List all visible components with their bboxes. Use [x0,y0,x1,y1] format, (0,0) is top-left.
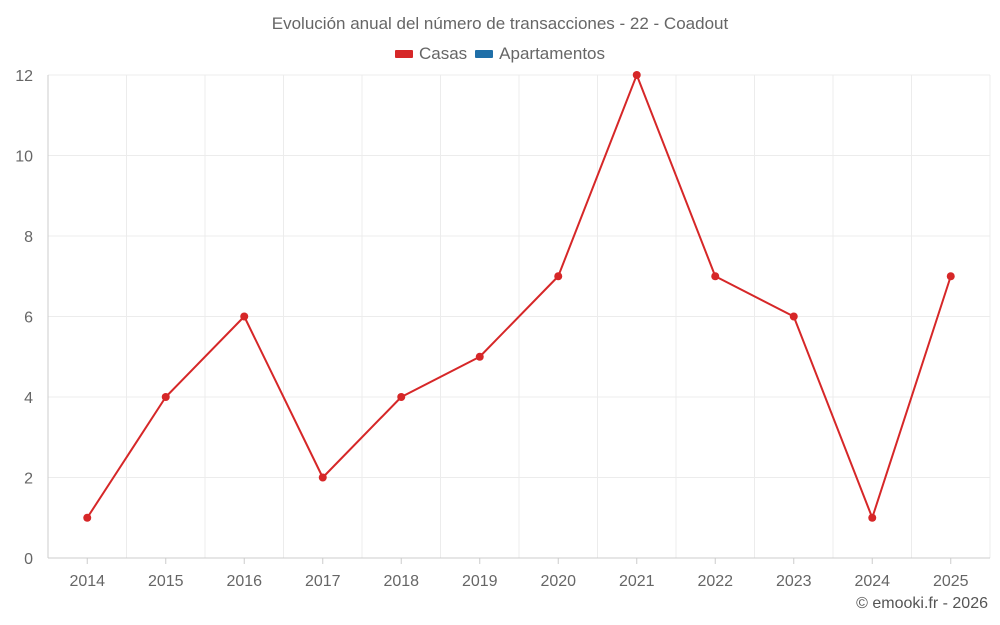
data-point [83,513,92,522]
legend-item-casas[interactable]: Casas [394,44,468,64]
x-tick-label: 2021 [619,573,655,590]
y-tick-label: 10 [15,149,33,166]
y-tick-label: 6 [24,310,33,327]
data-point [161,393,170,401]
watermark: © emooki.fr - 2026 [856,595,988,612]
x-tick-label: 2017 [305,573,341,590]
data-point [711,272,720,281]
legend-swatch-casas [394,50,413,58]
data-point [554,272,563,281]
y-tick-label: 8 [24,229,33,246]
chart-legend: Casas Apartamentos [0,44,1000,64]
x-tick-label: 2024 [854,573,890,590]
x-tick-label: 2025 [933,573,969,590]
data-point [318,473,327,482]
x-tick-label: 2016 [226,573,262,590]
y-tick-label: 2 [24,471,33,488]
data-point [397,393,406,401]
x-tick-label: 2015 [148,573,184,590]
series-line-casas [86,74,952,519]
x-tick-label: 2019 [462,573,498,590]
x-tick-label: 2018 [383,573,419,590]
data-point [946,272,955,281]
data-point [789,312,798,321]
y-tick-label: 12 [15,68,33,85]
legend-label-apartamentos: Apartamentos [499,44,606,63]
legend-item-apartamentos[interactable]: Apartamentos [475,44,605,64]
legend-label-casas: Casas [418,44,468,63]
data-point [240,312,249,321]
chart-title: Evolución anual del número de transaccio… [271,14,729,33]
y-tick-label: 0 [24,551,33,568]
data-point [632,71,641,79]
y-tick-label: 4 [24,390,33,407]
legend-swatch-apartamentos [475,50,494,58]
x-tick-label: 2023 [776,573,812,590]
x-tick-label: 2020 [540,573,576,590]
data-point [868,513,877,522]
data-point [475,352,484,361]
x-tick-label: 2014 [69,573,105,590]
x-tick-label: 2022 [697,573,733,590]
